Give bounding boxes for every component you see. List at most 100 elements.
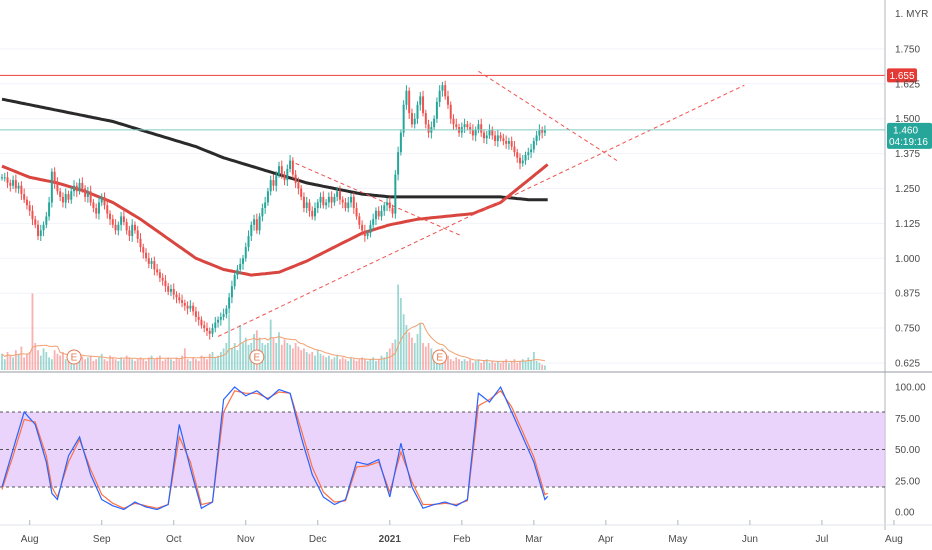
price-tick-label: 1.625 xyxy=(895,79,920,90)
sma200-line xyxy=(1,97,548,202)
stochastic-d-line xyxy=(1,389,548,509)
candle-body xyxy=(505,141,508,144)
volume-bar xyxy=(449,359,452,370)
candle-body xyxy=(147,258,150,264)
volume-bar xyxy=(156,357,159,370)
candle-body xyxy=(228,297,231,309)
candle-body xyxy=(183,302,186,306)
volume-bar xyxy=(178,359,181,370)
candle-body xyxy=(294,174,297,183)
currency-label: 1. MYR xyxy=(895,9,928,20)
candle-body xyxy=(189,305,192,309)
volume-bar xyxy=(455,357,458,370)
resistance-label: 1.655 xyxy=(889,71,914,82)
earnings-marker xyxy=(432,349,448,365)
candle-body xyxy=(521,160,524,164)
volume-bar xyxy=(122,359,125,370)
time-tick-label: Oct xyxy=(166,534,182,545)
volume-bar xyxy=(297,346,300,370)
candle-body xyxy=(175,294,178,298)
candle-body xyxy=(203,325,206,329)
volume-bar xyxy=(28,352,31,370)
volume-bar xyxy=(286,343,289,370)
candle-body xyxy=(86,191,89,197)
volume-bar xyxy=(217,355,219,370)
trendline xyxy=(217,84,745,337)
volume-bar xyxy=(131,359,134,370)
candle-body xyxy=(469,127,472,130)
volume-bar xyxy=(308,353,311,370)
candle-body xyxy=(53,171,56,183)
volume-bar xyxy=(544,365,546,370)
candle-body xyxy=(527,152,530,155)
volume-bar xyxy=(206,359,208,370)
volume-bar xyxy=(510,361,513,370)
candle-body xyxy=(264,202,267,209)
volume-bar xyxy=(513,359,516,370)
time-axis: Aug Sep Oct Nov Dec 2021 Feb Mar Apr May Jun Jul Aug xyxy=(0,520,932,545)
candle-body xyxy=(507,141,510,144)
countdown-label: 04:19:16 xyxy=(889,137,928,148)
stochastic-band xyxy=(0,412,885,487)
candle-body xyxy=(239,263,242,270)
candle-body xyxy=(23,194,26,200)
candle-body xyxy=(125,222,128,231)
candle-body xyxy=(438,90,441,102)
candle-body xyxy=(253,219,256,225)
volume-bar xyxy=(17,353,20,370)
volume-bar xyxy=(172,361,175,370)
trendline xyxy=(295,162,463,237)
volume-bar xyxy=(344,359,347,370)
candle-body xyxy=(372,219,375,225)
price-tick-label: 0.625 xyxy=(895,359,920,370)
candle-body xyxy=(167,286,170,292)
candle-body xyxy=(524,154,527,161)
candle-body xyxy=(81,182,84,189)
candle-body xyxy=(350,196,353,203)
volume-bar xyxy=(289,344,291,370)
volume-bar xyxy=(45,352,48,370)
volume-bars xyxy=(1,284,546,370)
volume-bar xyxy=(524,361,527,370)
candle-body xyxy=(530,149,533,153)
candle-body xyxy=(37,224,40,236)
volume-bar xyxy=(291,348,294,370)
candle-body xyxy=(214,322,217,329)
time-tick-label: May xyxy=(668,534,687,545)
candle-body xyxy=(247,235,250,248)
volume-bar xyxy=(372,357,375,370)
candle-body xyxy=(477,124,480,130)
candle-body xyxy=(286,168,289,181)
candle-body xyxy=(192,305,195,312)
candle-body xyxy=(408,90,411,114)
candle-body xyxy=(413,118,416,125)
volume-bar xyxy=(422,343,424,370)
candle-body xyxy=(117,224,120,231)
candle-body xyxy=(122,216,125,223)
volume-bar xyxy=(314,355,316,370)
volume-bar xyxy=(322,355,325,370)
candle-body xyxy=(363,230,366,236)
volume-bar xyxy=(499,362,502,370)
candle-body xyxy=(61,196,64,203)
volume-bar xyxy=(424,346,427,370)
volume-bar xyxy=(330,359,333,370)
volume-bar xyxy=(413,343,416,370)
volume-bar xyxy=(20,346,23,370)
volume-bar xyxy=(300,350,303,370)
volume-bar xyxy=(319,353,322,370)
volume-bar xyxy=(9,355,12,370)
last-price-badge xyxy=(887,122,932,149)
candle-body xyxy=(208,330,211,334)
candle-body xyxy=(97,202,100,214)
time-tick-label: Aug xyxy=(21,534,39,545)
candle-body xyxy=(482,132,485,139)
volume-bar xyxy=(23,357,26,370)
candle-body xyxy=(194,311,197,317)
candle-body xyxy=(200,319,203,326)
candle-body xyxy=(20,185,23,195)
stochastic-tick-label: 0.00 xyxy=(895,508,915,519)
volume-bar xyxy=(211,352,214,370)
volume-bar xyxy=(294,343,297,370)
